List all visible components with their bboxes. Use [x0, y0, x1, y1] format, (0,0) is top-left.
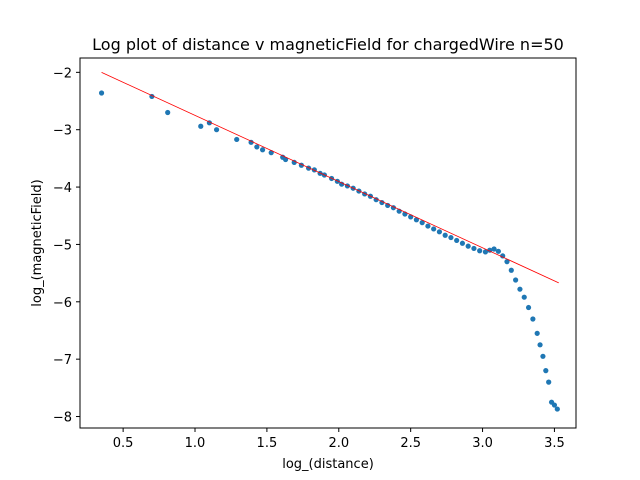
data-point	[537, 342, 543, 348]
data-point	[554, 406, 560, 412]
x-tick-label: 3.5	[544, 436, 565, 451]
x-tick-label: 1.5	[257, 436, 278, 451]
chart-title: Log plot of distance v magneticField for…	[92, 35, 564, 54]
data-point	[551, 402, 558, 408]
data-point	[465, 243, 471, 249]
data-point	[425, 223, 431, 229]
data-point	[385, 202, 391, 209]
data-point	[459, 240, 466, 246]
x-tick-label: 1.0	[185, 436, 206, 451]
y-tick-label: −7	[53, 353, 72, 368]
data-point	[282, 156, 289, 163]
data-point	[513, 277, 519, 283]
data-point	[543, 368, 549, 374]
data-point	[198, 123, 204, 129]
data-point	[517, 286, 523, 292]
y-tick-label: −5	[53, 238, 72, 253]
y-tick-label: −6	[53, 296, 72, 311]
data-point	[477, 248, 483, 254]
y-tick-label: −3	[53, 124, 72, 139]
data-point	[500, 253, 506, 259]
data-point	[291, 159, 297, 166]
y-axis-label: log_(magneticField)	[30, 179, 45, 306]
plot-frame	[79, 57, 577, 429]
fit-line	[101, 71, 559, 284]
data-point	[254, 144, 260, 150]
fit-line-layer	[101, 71, 559, 284]
y-tick-label: −8	[53, 411, 72, 426]
x-tick-label: 3.0	[472, 436, 493, 451]
y-tick-label: −2	[53, 66, 72, 81]
data-point	[491, 246, 497, 252]
data-point	[471, 245, 477, 252]
data-point	[213, 127, 220, 133]
x-axis: 0.5 1.0 1.5 2.0 2.5 3.0 3.5	[113, 428, 565, 451]
data-point	[504, 259, 510, 265]
data-point	[521, 294, 527, 300]
data-point	[436, 229, 443, 235]
plot-area	[79, 57, 577, 429]
x-tick-label: 2.5	[400, 436, 421, 451]
data-point	[431, 226, 437, 232]
y-tick-label: −4	[53, 181, 72, 196]
data-point	[234, 136, 240, 143]
x-tick-label: 0.5	[113, 436, 134, 451]
data-point	[454, 237, 460, 244]
data-point	[259, 147, 266, 153]
data-point	[534, 330, 540, 336]
data-point	[413, 217, 420, 223]
data-point	[540, 353, 546, 359]
data-point	[442, 232, 448, 238]
data-point	[530, 316, 536, 322]
data-point	[98, 90, 105, 96]
data-point	[339, 181, 345, 187]
data-point	[495, 248, 501, 254]
y-axis: −8 −7 −6 −5 −4 −3 −2	[53, 66, 80, 426]
data-point	[165, 109, 171, 116]
data-point	[419, 220, 425, 226]
data-point	[508, 267, 514, 273]
data-point	[448, 234, 454, 241]
data-point	[546, 379, 552, 385]
scatter-points	[98, 90, 560, 412]
x-axis-label: log_(distance)	[282, 457, 374, 472]
data-point	[482, 249, 489, 255]
x-tick-label: 2.0	[328, 436, 349, 451]
data-point	[525, 304, 532, 311]
